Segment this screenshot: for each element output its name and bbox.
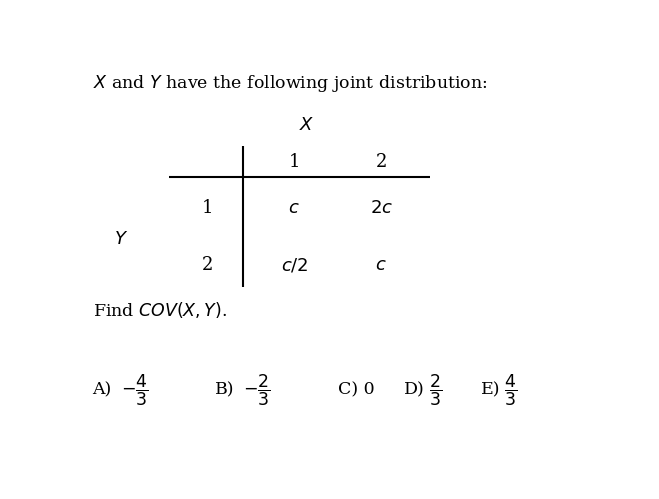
Text: $c/2$: $c/2$ — [281, 256, 308, 274]
Text: $c$: $c$ — [289, 199, 300, 217]
Text: $2c$: $2c$ — [370, 199, 393, 217]
Text: 1: 1 — [289, 153, 300, 171]
Text: $X$: $X$ — [299, 116, 315, 134]
Text: D): D) — [404, 382, 425, 399]
Text: A): A) — [92, 382, 112, 399]
Text: $-\dfrac{4}{3}$: $-\dfrac{4}{3}$ — [121, 373, 148, 408]
Text: E): E) — [481, 382, 500, 399]
Text: $-\dfrac{2}{3}$: $-\dfrac{2}{3}$ — [243, 373, 271, 408]
Text: 1: 1 — [202, 199, 214, 217]
Text: C) 0: C) 0 — [338, 382, 374, 399]
Text: Find $COV(X,Y)$.: Find $COV(X,Y)$. — [92, 300, 227, 320]
Text: $X$ and $Y$ have the following joint distribution:: $X$ and $Y$ have the following joint dis… — [92, 73, 487, 94]
Text: 2: 2 — [376, 153, 387, 171]
Text: $\dfrac{2}{3}$: $\dfrac{2}{3}$ — [428, 373, 442, 408]
Text: 2: 2 — [202, 256, 214, 274]
Text: $\dfrac{4}{3}$: $\dfrac{4}{3}$ — [503, 373, 517, 408]
Text: B): B) — [215, 382, 235, 399]
Text: $Y$: $Y$ — [113, 230, 128, 248]
Text: $c$: $c$ — [376, 256, 387, 274]
